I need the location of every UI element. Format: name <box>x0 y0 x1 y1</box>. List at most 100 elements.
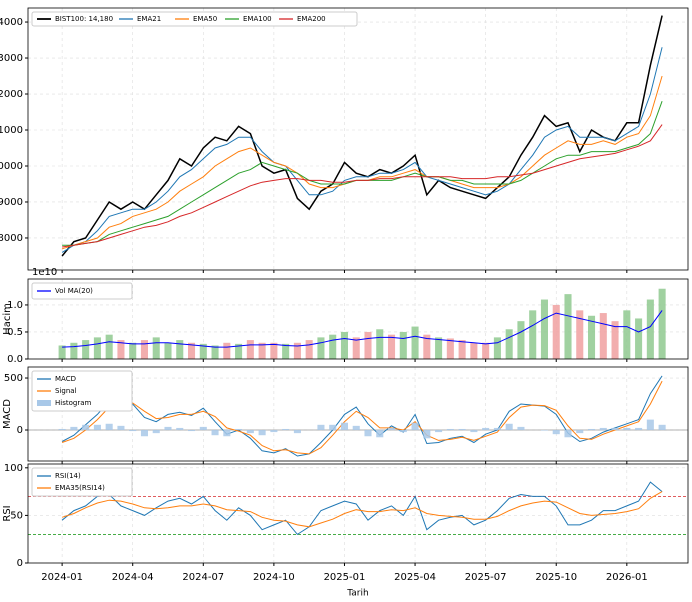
bar <box>364 430 371 436</box>
bar <box>517 321 524 359</box>
legend: Vol MA(20) <box>32 283 132 299</box>
y-tick-label: 12000 <box>0 89 23 100</box>
x-tick-label: 2024-10 <box>253 572 295 583</box>
bar <box>153 430 160 433</box>
bar <box>294 430 301 433</box>
y-tick-label: 11000 <box>0 125 23 136</box>
bar <box>329 335 336 359</box>
bar <box>506 424 513 430</box>
bar <box>423 430 430 438</box>
bar <box>247 340 254 359</box>
bar <box>459 340 466 359</box>
bar <box>553 430 560 434</box>
bar <box>270 430 277 432</box>
x-tick-label: 2025-01 <box>324 572 366 583</box>
bar <box>447 429 454 430</box>
bar <box>470 343 477 359</box>
y-tick-label: 100 <box>4 463 23 474</box>
bar <box>94 425 101 430</box>
bar <box>388 335 395 359</box>
bar <box>482 343 489 359</box>
bar <box>388 428 395 430</box>
bar <box>270 343 277 359</box>
x-axis-label: Tarih <box>346 589 368 599</box>
y-tick-label: 9000 <box>0 197 23 208</box>
bar <box>235 429 242 430</box>
bar <box>506 329 513 359</box>
bar <box>647 300 654 359</box>
bar <box>623 428 630 430</box>
bar <box>659 289 666 359</box>
y-tick-label: 0.0 <box>7 354 23 365</box>
bar <box>200 427 207 430</box>
legend-label: EMA35(RSI14) <box>55 484 105 492</box>
bar <box>141 430 148 436</box>
y-tick-label: 8000 <box>0 233 23 244</box>
legend-label: EMA50 <box>193 15 217 23</box>
bar <box>117 426 124 430</box>
bar <box>176 340 183 359</box>
x-tick-label: 2024-01 <box>41 572 83 583</box>
legend: BIST100: 14,180 EMA21 EMA50 EMA100 EMA200 <box>32 12 357 26</box>
bar <box>459 429 466 430</box>
series-line <box>62 16 662 256</box>
bar <box>600 313 607 359</box>
x-tick-label: 2025-07 <box>465 572 507 583</box>
bar <box>517 427 524 430</box>
legend-label: EMA21 <box>137 15 161 23</box>
bar <box>564 430 571 437</box>
bar <box>529 310 536 359</box>
bar <box>647 420 654 430</box>
bar <box>412 327 419 359</box>
bar <box>94 337 101 359</box>
bar <box>364 332 371 359</box>
bar <box>106 335 113 359</box>
series-line <box>62 125 662 247</box>
legend-label: RSI(14) <box>55 472 81 480</box>
x-tick-label: 2024-07 <box>182 572 224 583</box>
bar <box>294 343 301 359</box>
x-tick-label: 2024-04 <box>112 572 154 583</box>
legend-label: EMA200 <box>297 15 326 23</box>
bar <box>59 429 66 430</box>
bar <box>588 429 595 430</box>
bar <box>164 343 171 359</box>
legend-label: Signal <box>55 387 77 395</box>
y-offset-label: 1e10 <box>32 267 57 278</box>
bar <box>470 430 477 432</box>
bar <box>541 300 548 359</box>
bar <box>659 425 666 430</box>
y-tick-label: 0 <box>17 425 23 436</box>
bar <box>164 427 171 430</box>
bar <box>141 340 148 359</box>
bar <box>317 337 324 359</box>
bar <box>435 430 442 432</box>
bar <box>447 338 454 359</box>
series-line <box>62 492 662 527</box>
bar <box>223 430 230 436</box>
bar <box>70 343 77 359</box>
y-tick-label: 10000 <box>0 161 23 172</box>
y-axis-label: RSI <box>2 505 13 521</box>
legend-label: EMA100 <box>243 15 272 23</box>
bar <box>176 428 183 430</box>
legend-label: Vol MA(20) <box>55 287 93 295</box>
bar <box>564 294 571 359</box>
bar <box>576 430 583 433</box>
bar <box>494 428 501 430</box>
bar <box>400 332 407 359</box>
bar <box>494 337 501 359</box>
bar <box>353 337 360 359</box>
bar <box>247 430 254 433</box>
x-tick-label: 2025-10 <box>535 572 577 583</box>
series-line <box>62 101 662 245</box>
legend-label: Histogram <box>55 399 91 407</box>
bar <box>541 430 548 431</box>
bar <box>82 425 89 430</box>
bar <box>282 429 289 430</box>
legend-label: BIST100: 14,180 <box>55 15 113 23</box>
bar <box>282 344 289 359</box>
y-axis-label: Hacim <box>2 303 13 335</box>
bar <box>329 425 336 430</box>
plot-area <box>28 8 688 270</box>
